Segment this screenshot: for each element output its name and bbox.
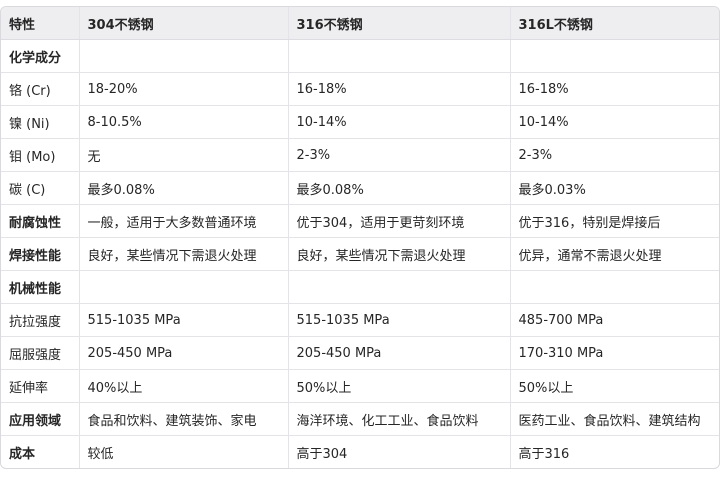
table-cell-value-316l: 2-3% xyxy=(510,138,719,172)
table-cell-value-316: 50%以上 xyxy=(288,369,511,403)
table-cell-feature: 成本 xyxy=(1,435,80,468)
table-cell-value-304: 最多0.08% xyxy=(79,171,289,205)
table-cell-value-304: 515-1035 MPa xyxy=(79,303,289,337)
table-cell-value-316l: 10-14% xyxy=(510,105,719,139)
table-cell-value-304: 较低 xyxy=(79,435,289,468)
table-cell-feature: 机械性能 xyxy=(1,270,80,304)
table-cell-value-316: 海洋环境、化工工业、食品饮料 xyxy=(288,402,511,436)
table-cell-feature: 钼 (Mo) xyxy=(1,138,80,172)
table-row: 化学成分 xyxy=(1,39,719,73)
table-cell-value-316l: 170-310 MPa xyxy=(510,336,719,370)
stainless-steel-comparison-table: 特性 304不锈钢 316不锈钢 316L不锈钢 化学成分铬 (Cr) 18-20… xyxy=(1,7,719,468)
table-body: 化学成分铬 (Cr) 18-20% 16-18% 16-18% 镍 (Ni) 8-10.5… xyxy=(1,39,719,468)
table-cell-value-316: 515-1035 MPa xyxy=(288,303,511,337)
table-cell-value-304: 无 xyxy=(79,138,289,172)
table-cell-feature: 屈服强度 xyxy=(1,336,80,370)
table-cell-value-304: 18-20% xyxy=(79,72,289,106)
table-cell-value-316: 高于304 xyxy=(288,435,511,468)
table-row: 机械性能 xyxy=(1,270,719,304)
table-cell-value-316: 16-18% xyxy=(288,72,511,106)
table-cell-value-304: 良好，某些情况下需退火处理 xyxy=(79,237,289,271)
table-cell-feature: 铬 (Cr) xyxy=(1,72,80,106)
table-cell-value-304: 一般，适用于大多数普通环境 xyxy=(79,204,289,238)
table-cell-value-316l: 高于316 xyxy=(518,446,570,462)
table-cell-value-316: 良好，某些情况下需退火处理 xyxy=(288,237,511,271)
table-cell-value-316l xyxy=(510,39,719,73)
table-cell-feature: 化学成分 xyxy=(1,39,80,73)
table-cell-value-316l: 485-700 MPa xyxy=(510,303,719,337)
table-row: 铬 (Cr) 18-20% 16-18% 16-18% xyxy=(1,72,719,106)
table-cell-value-304: 食品和饮料、建筑装饰、家电 xyxy=(79,402,289,436)
table-cell-value-316l: 优于316，特别是焊接后 xyxy=(510,204,719,238)
table-cell-feature: 延伸率 xyxy=(1,369,80,403)
table-cell-value-316 xyxy=(288,270,511,304)
table-cell-value-316: 2-3% xyxy=(288,138,511,172)
table-row: 屈服强度 205-450 MPa 205-450 MPa 170-310 MPa xyxy=(1,336,719,370)
table-cell-value-304 xyxy=(79,39,289,73)
table-cell-feature: 应用领域 xyxy=(1,402,80,436)
table-row: 镍 (Ni) 8-10.5% 10-14% 10-14% xyxy=(1,105,719,139)
header-cell-feature: 特性 xyxy=(1,7,80,40)
table-row: 应用领域 食品和饮料、建筑装饰、家电 海洋环境、化工工业、食品饮料 医药工业、食品饮料… xyxy=(1,402,719,436)
table-cell-value-316: 10-14% xyxy=(288,105,511,139)
table-cell-value-316 xyxy=(288,39,511,73)
table-row: 成本 较低 高于304 高于316 xyxy=(1,435,719,468)
table-cell-value-304: 40%以上 xyxy=(79,369,289,403)
table-row: 耐腐蚀性 一般，适用于大多数普通环境 优于304，适用于更苛刻环境 优于316，特别是… xyxy=(1,204,719,238)
table-cell-value-316l xyxy=(510,270,719,304)
table-cell-value-316l: 最多0.03% xyxy=(510,171,719,205)
table-cell-value-304: 8-10.5% xyxy=(79,105,289,139)
table-cell-value-316: 205-450 MPa xyxy=(288,336,511,370)
table-cell-feature: 焊接性能 xyxy=(1,237,80,271)
table-cell-value-316: 最多0.08% xyxy=(288,171,511,205)
table-cell-value-316l: 50%以上 xyxy=(510,369,719,403)
table-cell-feature: 耐腐蚀性 xyxy=(1,204,80,238)
header-cell-304: 304不锈钢 xyxy=(79,7,289,40)
table-row: 焊接性能 良好，某些情况下需退火处理 良好，某些情况下需退火处理 优异，通常不需退火处… xyxy=(1,237,719,271)
table-cell-value-316l: 医药工业、食品饮料、建筑结构 xyxy=(510,402,719,436)
header-cell-316: 316不锈钢 xyxy=(288,7,511,40)
table-cell-value-316: 优于304，适用于更苛刻环境 xyxy=(288,204,511,238)
table-cell-feature: 镍 (Ni) xyxy=(1,105,80,139)
table-row: 抗拉强度 515-1035 MPa 515-1035 MPa 485-700 MPa xyxy=(1,303,719,337)
table-row: 延伸率 40%以上 50%以上 50%以上 xyxy=(1,369,719,403)
table-cell-value-316l: 优异，通常不需退火处理 xyxy=(510,237,719,271)
table-cell-value-316l: 16-18% xyxy=(510,72,719,106)
comparison-table-container: 特性 304不锈钢 316不锈钢 316L不锈钢 化学成分铬 (Cr) 18-20… xyxy=(0,6,720,469)
table-cell-feature: 碳 (C) xyxy=(1,171,80,205)
table-row: 钼 (Mo) 无 2-3% 2-3% xyxy=(1,138,719,172)
table-cell-value-304 xyxy=(79,270,289,304)
table-header-row: 特性 304不锈钢 316不锈钢 316L不锈钢 xyxy=(1,7,719,40)
header-cell-316l: 316L不锈钢 xyxy=(510,7,719,40)
table-row: 碳 (C) 最多0.08% 最多0.08% 最多0.03% xyxy=(1,171,719,205)
table-cell-value-304: 205-450 MPa xyxy=(79,336,289,370)
table-cell-feature: 抗拉强度 xyxy=(1,303,80,337)
